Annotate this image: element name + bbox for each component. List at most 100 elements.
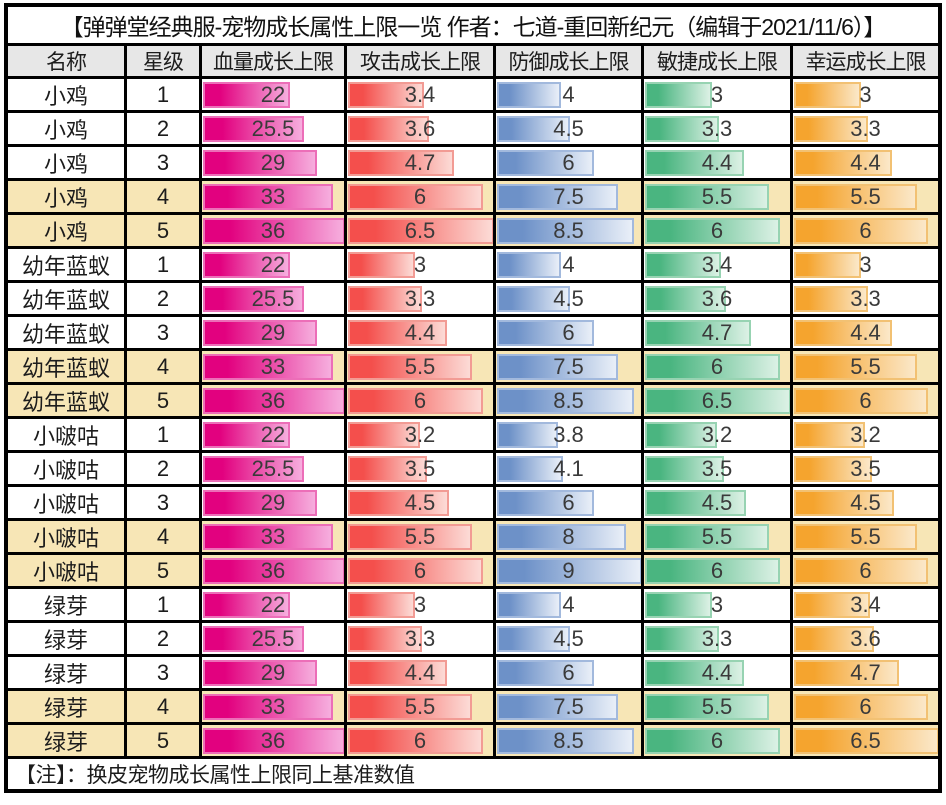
def-value: 4.1 (553, 455, 584, 481)
hp-databar (203, 591, 290, 618)
agi-value: 3 (710, 81, 724, 107)
atk-bar-cell: 6 (347, 385, 493, 416)
def-value: 4.5 (553, 115, 584, 141)
def-databar (497, 217, 634, 244)
def-bar-cell: 4 (496, 589, 641, 620)
luk-bar-cell: 6 (793, 215, 938, 246)
luk-bar-cell: 3.2 (793, 419, 938, 450)
hp-value: 25.5 (251, 115, 295, 141)
luk-value: 3 (859, 251, 872, 277)
atk-bar-cell: 5.5 (347, 521, 493, 552)
luk-databar (794, 557, 928, 584)
def-value: 7.5 (553, 353, 584, 379)
luk-value: 4.4 (850, 149, 881, 175)
luk-databar (794, 387, 928, 414)
atk-value: 6 (413, 557, 427, 583)
hp-bar-cell: 25.5 (202, 113, 344, 144)
def-bar-cell: 9 (496, 555, 641, 586)
star-level-cell: 1 (127, 419, 199, 450)
hp-databar (203, 183, 334, 210)
atk-value: 3.4 (404, 81, 436, 107)
hp-value: 33 (260, 523, 286, 549)
atk-databar (348, 149, 454, 176)
atk-databar (348, 693, 472, 720)
hp-value: 29 (260, 489, 286, 515)
atk-bar-cell: 5.5 (347, 691, 493, 722)
star-level-cell: 2 (127, 623, 199, 654)
pet-name-cell: 小鸡 (8, 79, 124, 110)
luk-value: 3.2 (850, 421, 881, 447)
def-databar (497, 319, 594, 346)
hp-value: 22 (260, 81, 286, 107)
def-bar-cell: 7.5 (496, 351, 641, 382)
atk-bar-cell: 3.6 (347, 113, 493, 144)
star-level-cell: 1 (127, 589, 199, 620)
column-header-hp: 血量成长上限 (202, 46, 344, 76)
luk-value: 3.3 (850, 285, 881, 311)
agi-bar-cell: 3.3 (644, 623, 790, 654)
atk-bar-cell: 3 (347, 249, 493, 280)
luk-databar (794, 693, 928, 720)
atk-bar-cell: 3.3 (347, 283, 493, 314)
agi-value: 4.7 (701, 319, 733, 345)
pet-name-cell: 小啵咕 (8, 521, 124, 552)
pet-growth-table: 【弹弹堂经典服-宠物成长属性上限一览 作者：七道-重回新纪元（编辑于2021/1… (4, 3, 942, 793)
agi-databar (645, 557, 780, 584)
pet-name-cell: 小啵咕 (8, 555, 124, 586)
star-level-cell: 5 (127, 725, 199, 756)
agi-bar-cell: 3 (644, 79, 790, 110)
star-level-cell: 3 (127, 147, 199, 178)
hp-bar-cell: 25.5 (202, 283, 344, 314)
hp-value: 33 (260, 693, 286, 719)
table-title: 【弹弹堂经典服-宠物成长属性上限一览 作者：七道-重回新纪元（编辑于2021/1… (8, 7, 938, 43)
def-databar (497, 693, 618, 720)
hp-bar-cell: 33 (202, 521, 344, 552)
atk-databar (348, 319, 447, 346)
def-databar (497, 523, 626, 550)
pet-name-cell: 绿芽 (8, 623, 124, 654)
hp-bar-cell: 33 (202, 181, 344, 212)
luk-databar (794, 251, 861, 278)
agi-value: 5.5 (701, 523, 733, 549)
star-level-cell: 4 (127, 521, 199, 552)
hp-databar (203, 149, 318, 176)
luk-value: 6.5 (850, 727, 881, 753)
luk-databar (794, 217, 928, 244)
hp-databar (203, 421, 290, 448)
pet-name-cell: 小啵咕 (8, 453, 124, 484)
atk-bar-cell: 6 (347, 725, 493, 756)
atk-value: 3.5 (404, 455, 436, 481)
luk-bar-cell: 5.5 (793, 181, 938, 212)
def-databar (497, 251, 562, 278)
def-value: 4 (562, 591, 575, 617)
def-value: 8.5 (553, 387, 584, 413)
agi-bar-cell: 4.7 (644, 317, 790, 348)
agi-value: 3.3 (701, 625, 733, 651)
agi-value: 3 (710, 591, 724, 617)
atk-bar-cell: 4.4 (347, 657, 493, 688)
def-bar-cell: 3.8 (496, 419, 641, 450)
def-bar-cell: 8 (496, 521, 641, 552)
def-value: 8.5 (553, 727, 584, 753)
hp-bar-cell: 25.5 (202, 623, 344, 654)
column-header-agi: 敏捷成长上限 (644, 46, 790, 76)
atk-databar (348, 523, 472, 550)
atk-bar-cell: 3.3 (347, 623, 493, 654)
def-databar (497, 489, 594, 516)
agi-bar-cell: 6 (644, 555, 790, 586)
def-value: 8.5 (553, 217, 584, 243)
agi-bar-cell: 3.4 (644, 249, 790, 280)
def-bar-cell: 4.1 (496, 453, 641, 484)
def-bar-cell: 6 (496, 657, 641, 688)
def-bar-cell: 4.5 (496, 623, 641, 654)
atk-databar (348, 421, 420, 448)
def-value: 6 (562, 149, 575, 175)
hp-databar (203, 353, 334, 380)
star-level-cell: 2 (127, 113, 199, 144)
agi-bar-cell: 3 (644, 589, 790, 620)
luk-bar-cell: 3.3 (793, 113, 938, 144)
def-value: 8 (562, 523, 575, 549)
hp-databar (203, 319, 318, 346)
hp-bar-cell: 22 (202, 419, 344, 450)
luk-databar (794, 489, 895, 516)
